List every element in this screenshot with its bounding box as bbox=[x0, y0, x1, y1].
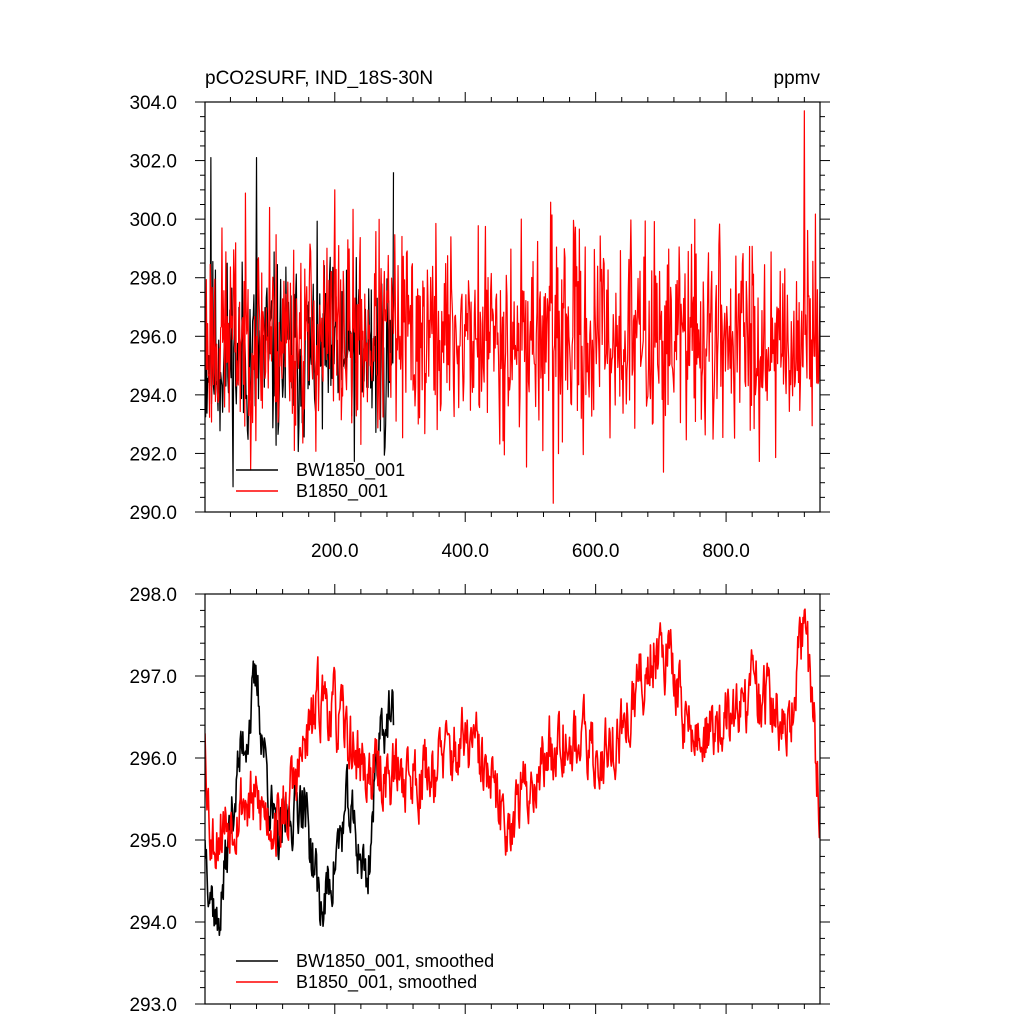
bottom-ytick-label: 294.0 bbox=[129, 913, 177, 934]
top-panel-title: pCO2SURF, IND_18S-30N bbox=[205, 68, 433, 89]
top-legend-label-2: B1850_001 bbox=[296, 481, 388, 502]
top-xtick-label: 600.0 bbox=[572, 541, 620, 562]
top-ytick-label: 302.0 bbox=[129, 152, 177, 173]
top-ytick-label: 290.0 bbox=[129, 503, 177, 524]
top-ytick-label: 304.0 bbox=[129, 93, 177, 114]
top-xtick-label: 800.0 bbox=[702, 541, 750, 562]
top-xtick-label: 200.0 bbox=[311, 541, 359, 562]
top-ytick-label: 292.0 bbox=[129, 444, 177, 465]
bottom-ytick-label: 295.0 bbox=[129, 831, 177, 852]
top-panel-plot: 290.0 292.0 294.0 296.0 298.0 300.0 302.0 304.0… bbox=[129, 92, 830, 562]
bottom-ytick-label: 293.0 bbox=[129, 995, 177, 1016]
bottom-ytick-label: 296.0 bbox=[129, 749, 177, 770]
bottom-ytick-label: 297.0 bbox=[129, 667, 177, 688]
top-ytick-label: 298.0 bbox=[129, 269, 177, 290]
bottom-series-line-1 bbox=[205, 660, 395, 937]
top-legend-label-1: BW1850_001 bbox=[296, 460, 405, 481]
bottom-series-group bbox=[205, 608, 820, 937]
top-ytick-label: 294.0 bbox=[129, 386, 177, 407]
bottom-series-line-2 bbox=[205, 608, 820, 870]
top-ytick-label: 296.0 bbox=[129, 327, 177, 348]
top-series-line-1 bbox=[205, 157, 395, 488]
top-panel-units: ppmv bbox=[774, 68, 821, 89]
top-plot-frame bbox=[204, 101, 821, 513]
bottom-ytick-label: 298.0 bbox=[129, 585, 177, 606]
top-xtick-label: 400.0 bbox=[441, 541, 489, 562]
bottom-legend-label-1: BW1850_001, smoothed bbox=[296, 951, 494, 972]
bottom-legend-label-2: B1850_001, smoothed bbox=[296, 972, 477, 993]
bottom-panel-plot: 293.0 294.0 295.0 296.0 297.0 298.0 BW1850_001… bbox=[129, 584, 830, 1016]
top-ytick-label: 300.0 bbox=[129, 210, 177, 231]
bottom-plot-frame bbox=[204, 593, 821, 1005]
top-series-line-2 bbox=[205, 110, 820, 504]
top-series-group bbox=[205, 110, 820, 504]
